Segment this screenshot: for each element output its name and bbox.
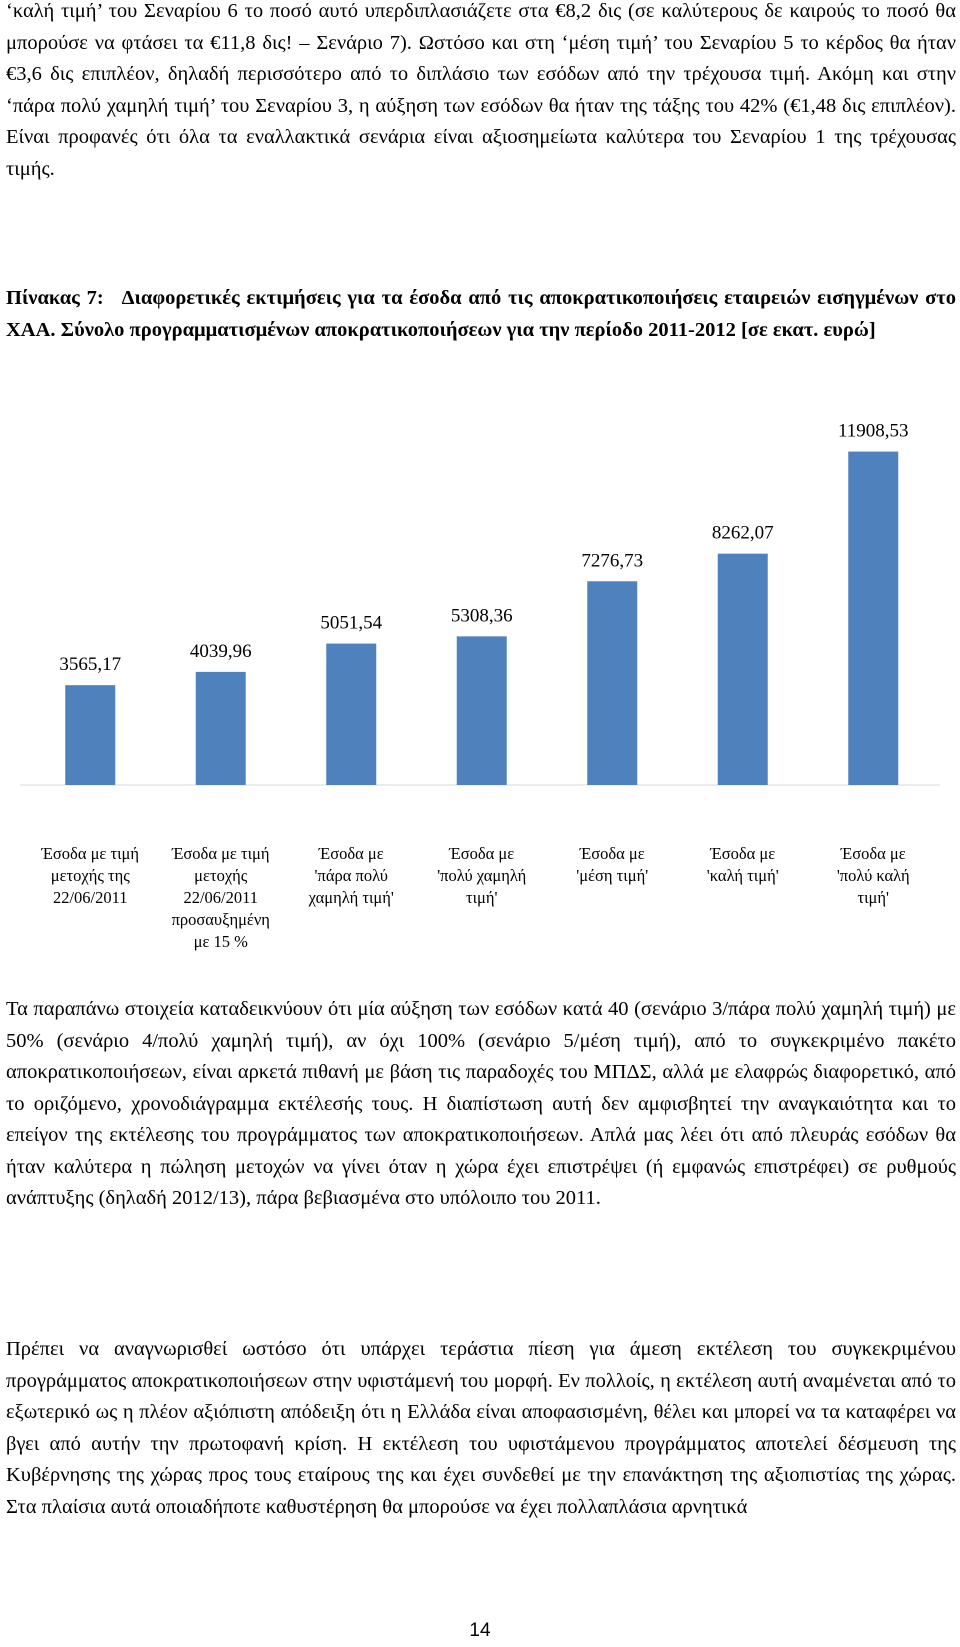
- category-label-4: Έσοδα με'πολύ χαμηλή τιμή': [437, 844, 527, 907]
- bar-3: [326, 643, 377, 785]
- category-label-2: Έσοδα με τιμή μετοχής 22/06/2011 προσαυξημέ…: [171, 844, 270, 951]
- category-label-6: Έσοδα με'καλή τιμή': [706, 844, 779, 885]
- table-caption: Πίνακας 7: Διαφορετικές εκτιμήσεις για τα…: [6, 283, 956, 346]
- category-label-7: Έσοδα με'πολύ καλή τιμή': [836, 844, 910, 907]
- page-number: 14: [469, 1620, 491, 1641]
- bar-7: [848, 451, 899, 785]
- bar-6: [717, 553, 768, 785]
- bar-1: [65, 685, 116, 785]
- privatization-revenue-chart: 3565,17 4039,96 5051,54 5308,36 7276,73 8262,…: [0, 400, 960, 960]
- value-label-5: 7276,73: [581, 550, 643, 571]
- category-label-3: Έσοδα με'πάρα πολύ χαμηλή τιμή': [308, 844, 394, 907]
- bar-4: [456, 636, 507, 785]
- table-label: Πίνακας 7:: [6, 287, 104, 309]
- paragraph-continued: ‘καλή τιμή’ του Σεναρίου 6 το ποσό αυτό …: [6, 0, 956, 180]
- chart-canvas: 3565,17 4039,96 5051,54 5308,36 7276,73 8262,…: [20, 421, 940, 786]
- value-label-3: 5051,54: [320, 613, 382, 634]
- table-caption-text: Διαφορετικές εκτιμήσεις για τα έσοδα από…: [6, 287, 957, 341]
- paragraph-analysis: Τα παραπάνω στοιχεία καταδεικνύουν ότι μ…: [6, 998, 956, 1209]
- value-label-4: 5308,36: [451, 605, 513, 626]
- paragraph-pressure: Πρέπει να αναγνωρισθεί ωστόσο ότι υπάρχε…: [6, 1338, 956, 1518]
- value-label-6: 8262,07: [712, 523, 774, 544]
- value-label-7: 11908,53: [838, 421, 909, 442]
- category-label-1: Έσοδα με τιμή μετοχής της 22/06/2011: [41, 844, 140, 907]
- bar-5: [587, 581, 638, 785]
- value-label-1: 3565,17: [59, 654, 121, 675]
- value-label-2: 4039,96: [190, 641, 252, 662]
- category-label-5: Έσοδα με'μέση τιμή': [576, 844, 649, 885]
- bar-2: [195, 671, 246, 785]
